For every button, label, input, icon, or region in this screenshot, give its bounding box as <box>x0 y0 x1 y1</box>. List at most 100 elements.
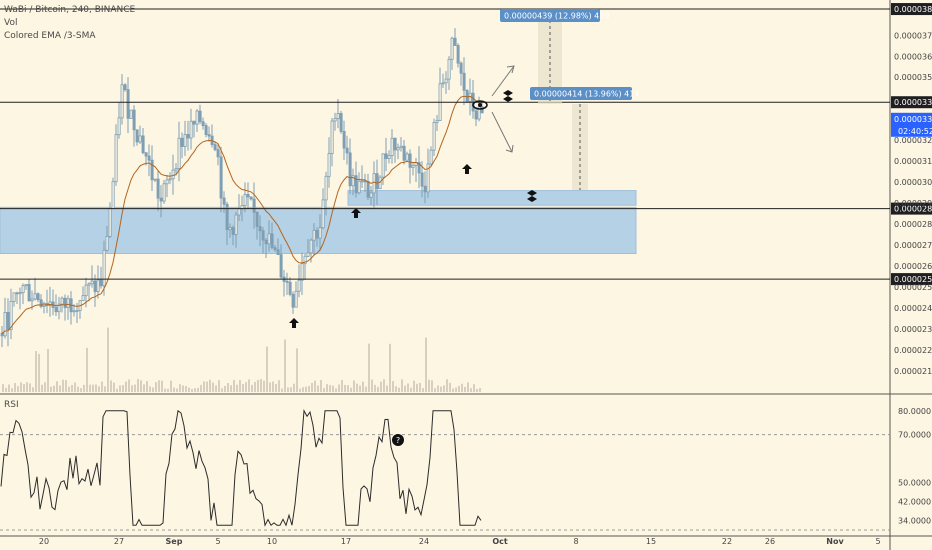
volume-bar <box>284 339 286 392</box>
volume-bar <box>389 343 391 392</box>
candle-body <box>357 180 361 194</box>
candle-body <box>129 109 133 119</box>
volume-bar <box>320 380 322 392</box>
volume-bar <box>53 385 55 392</box>
candle-body <box>135 129 139 143</box>
rsi-tick-label: 80.0000 <box>898 407 931 416</box>
volume-bar <box>473 384 475 392</box>
candle-body <box>411 165 415 168</box>
price-tick-label: 0.00003100 <box>894 157 932 166</box>
volume-bar <box>374 384 376 392</box>
candle-body <box>147 155 151 161</box>
candle-body <box>33 293 37 300</box>
volume-bar <box>260 379 262 392</box>
volume-bar <box>182 385 184 392</box>
volume-bar <box>263 380 265 392</box>
volume-bar <box>323 388 325 392</box>
candle-body <box>402 145 406 161</box>
candle-body <box>105 236 109 251</box>
candle-body <box>216 149 220 158</box>
volume-bar <box>278 380 280 392</box>
candle-body <box>243 194 247 206</box>
volume-bar <box>68 386 70 392</box>
candle-body <box>384 153 388 159</box>
volume-bar <box>122 385 124 392</box>
rsi-pane-label[interactable]: RSI <box>4 400 19 410</box>
up-arrow-icon <box>462 164 472 174</box>
volume-indicator-label[interactable]: Vol <box>4 18 18 28</box>
ema-indicator-label[interactable]: Colored EMA /3-SMA <box>4 31 96 41</box>
measure-label-box <box>530 87 632 100</box>
volume-bar <box>380 381 382 392</box>
volume-bar <box>71 384 73 392</box>
candle-body <box>363 180 367 183</box>
volume-bar <box>77 386 79 392</box>
candle-body <box>300 263 304 281</box>
candle-body <box>87 283 91 286</box>
volume-bar <box>200 384 202 392</box>
volume-bar <box>164 388 166 392</box>
symbol-title[interactable]: WaBi / Bitcoin, 240, BINANCE <box>4 5 136 15</box>
volume-bar <box>47 348 49 392</box>
candle-body <box>117 117 121 136</box>
volume-bar <box>257 379 259 392</box>
candle-body <box>465 89 469 102</box>
volume-bar <box>347 385 349 392</box>
volume-bar <box>107 327 109 392</box>
volume-bar <box>422 388 424 392</box>
candle-body <box>270 233 274 249</box>
volume-bar <box>410 387 412 392</box>
level-tag-label: 0.00002538 <box>894 275 932 284</box>
support-zone <box>347 190 637 206</box>
candle-body <box>258 225 262 232</box>
candle-body <box>120 84 124 119</box>
volume-bar <box>452 388 454 392</box>
candle-body <box>111 181 115 210</box>
volume-bar <box>101 381 103 392</box>
level-tag-label: 0.00002874 <box>894 205 932 214</box>
candle-body <box>429 149 433 165</box>
time-tick-label: 20 <box>39 537 49 546</box>
volume-bar <box>233 379 235 392</box>
measure-label: 0.00000414 (13.96%) 414 <box>534 90 639 99</box>
volume-bar <box>455 387 457 392</box>
volume-bar <box>35 350 37 392</box>
volume-bar <box>137 379 139 392</box>
candle-body <box>21 285 25 294</box>
candle-body <box>66 298 70 308</box>
candle-body <box>204 125 208 136</box>
level-tag <box>891 273 932 286</box>
candle-body <box>417 162 421 174</box>
eye-icon-pupil <box>478 103 482 107</box>
volume-bar <box>23 384 25 392</box>
candle-body <box>84 284 88 297</box>
volume-bar <box>305 386 307 392</box>
candle-body <box>339 113 343 132</box>
candle-body <box>90 280 94 285</box>
projection-arrow-up <box>491 65 515 97</box>
volume-bar <box>425 337 427 392</box>
volume-bar <box>209 379 211 392</box>
candle-body <box>228 227 232 231</box>
candle-body <box>327 153 331 177</box>
volume-bar <box>170 380 172 392</box>
candle-body <box>321 199 325 229</box>
candle-body <box>420 172 424 187</box>
candle-body <box>195 110 199 125</box>
candle-body <box>342 131 346 149</box>
volume-bar <box>269 382 271 392</box>
candle-body <box>336 113 340 119</box>
volume-bar <box>443 385 445 392</box>
candle-body <box>27 284 31 302</box>
volume-bar <box>359 385 361 392</box>
volume-bar <box>254 381 256 392</box>
candle-body <box>159 197 163 202</box>
volume-bar <box>161 380 163 392</box>
candle-body <box>174 168 178 171</box>
volume-bar <box>110 380 112 392</box>
volume-bar <box>89 384 91 392</box>
volume-bar <box>17 386 19 392</box>
candle-body <box>369 192 373 198</box>
